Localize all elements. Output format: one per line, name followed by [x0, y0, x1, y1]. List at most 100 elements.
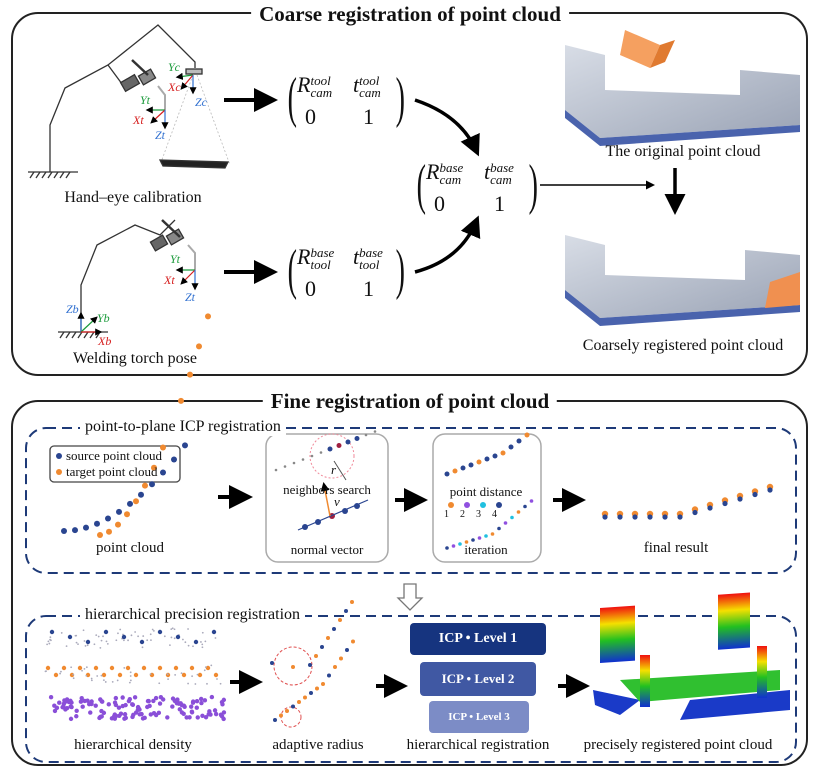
density-point [180, 710, 184, 714]
point [142, 635, 144, 637]
point [103, 679, 105, 681]
point [210, 664, 212, 666]
density-point [128, 697, 132, 701]
coarse-title: Coarse registration of point cloud [251, 2, 569, 27]
point [167, 673, 169, 675]
density-point [88, 710, 92, 714]
density-point [196, 715, 200, 719]
point [81, 670, 83, 672]
point [86, 640, 90, 644]
point [76, 642, 78, 644]
point [142, 646, 144, 648]
point [66, 645, 68, 647]
point [602, 514, 607, 519]
point-distance-label: point distance [450, 484, 523, 500]
point [45, 670, 47, 672]
point [112, 681, 114, 683]
point [523, 505, 527, 509]
point [150, 633, 152, 635]
density-point [138, 712, 142, 716]
point [464, 502, 470, 508]
point [469, 463, 474, 468]
point [174, 674, 176, 676]
target-point [106, 529, 112, 535]
density-point [80, 705, 84, 709]
density-point [184, 715, 188, 719]
iteration-label: iteration [464, 542, 507, 558]
density-point [49, 695, 53, 699]
density-point [214, 712, 218, 716]
density-dots [45, 627, 227, 721]
original-point-cloud-render [565, 30, 800, 146]
point [204, 669, 206, 671]
density-point [146, 699, 150, 703]
point [127, 639, 129, 641]
point [106, 640, 108, 642]
point [220, 683, 222, 685]
point [509, 445, 514, 450]
point [485, 457, 490, 462]
source-point [138, 492, 144, 498]
point [164, 635, 166, 637]
matrix-tool-cam: ( Rtool cam ttool cam 0 1 ) [287, 68, 407, 134]
point [284, 465, 287, 468]
point [332, 627, 336, 631]
density-point [199, 697, 203, 701]
point [158, 682, 160, 684]
density-point [133, 695, 137, 699]
point [129, 682, 131, 684]
density-point [123, 712, 127, 716]
point [707, 505, 712, 510]
density-point [57, 701, 61, 705]
point [458, 542, 462, 546]
hand-eye-label: Hand–eye calibration [64, 189, 201, 207]
point [46, 643, 48, 645]
point [117, 632, 119, 634]
icp-level-2: ICP • Level 2 [420, 662, 536, 696]
point [496, 502, 502, 508]
point [101, 640, 103, 642]
point [344, 609, 348, 613]
density-point [161, 697, 165, 701]
source-point [127, 501, 133, 507]
point [86, 666, 88, 668]
point [493, 454, 498, 459]
point [174, 628, 176, 630]
point [150, 673, 152, 675]
density-point [119, 712, 123, 716]
point [309, 691, 313, 695]
density-point [165, 715, 169, 719]
point [445, 472, 450, 477]
point [115, 639, 117, 641]
point [187, 628, 189, 630]
source-point [160, 469, 166, 475]
point [198, 673, 202, 677]
density-point [94, 703, 98, 707]
point [333, 665, 337, 669]
precise-cloud-label: precisely registered point cloud [584, 737, 773, 754]
point [62, 666, 66, 670]
density-point [107, 702, 111, 706]
point [752, 492, 757, 497]
point [191, 675, 193, 677]
fine-title: Fine registration of point cloud [263, 389, 557, 414]
point [99, 647, 101, 649]
point [194, 683, 196, 685]
density-point [121, 704, 125, 708]
point [94, 666, 98, 670]
axis-zb: Zb [66, 302, 79, 317]
original-cloud-label: The original point cloud [605, 143, 760, 161]
density-point [152, 711, 156, 715]
point [176, 635, 180, 639]
point [84, 640, 86, 642]
point [617, 514, 622, 519]
point [96, 675, 98, 677]
density-point [74, 709, 78, 713]
point [188, 645, 190, 647]
point [184, 641, 186, 643]
point [102, 635, 104, 637]
torch-pose-label: Welding torch pose [73, 350, 197, 368]
point [308, 663, 312, 667]
hollow-down-arrow [398, 584, 422, 610]
icp-section-label: point-to-plane ICP registration [80, 418, 286, 436]
